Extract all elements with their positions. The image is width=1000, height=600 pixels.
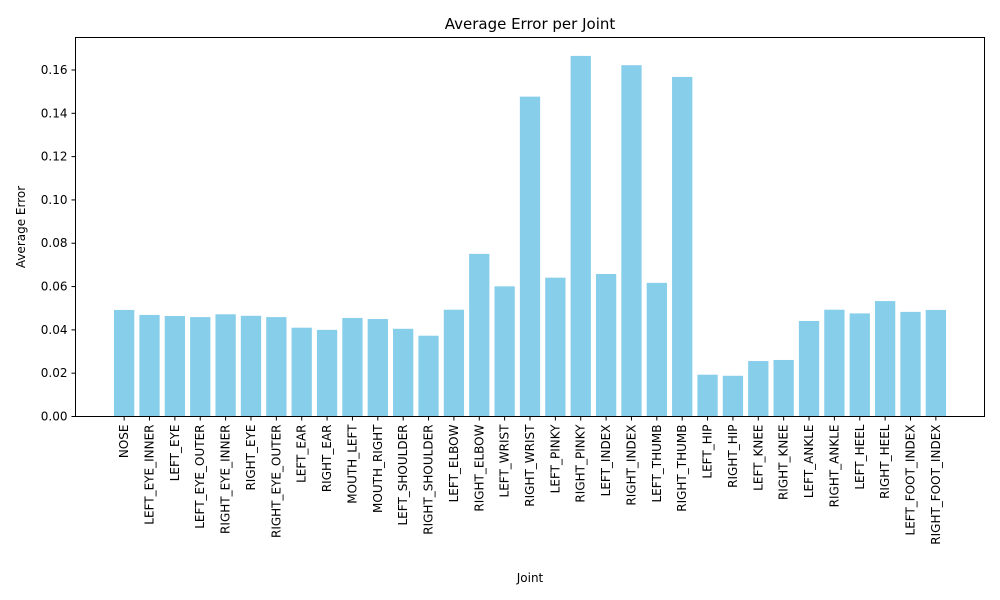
x-tick-label: LEFT_INDEX bbox=[599, 425, 613, 497]
x-tick-label: LEFT_FOOT_INDEX bbox=[903, 425, 917, 536]
x-tick-label: RIGHT_INDEX bbox=[624, 425, 638, 506]
y-tick-label: 0.14 bbox=[41, 106, 68, 120]
bar-right-elbow bbox=[469, 253, 490, 417]
bar-left-wrist bbox=[494, 286, 515, 417]
bar-left-ankle bbox=[798, 320, 820, 417]
x-tick-label: LEFT_EYE_OUTER bbox=[193, 425, 207, 529]
x-tick-label: RIGHT_EYE_OUTER bbox=[269, 425, 283, 539]
bar-left-knee bbox=[748, 361, 769, 417]
x-tick-label: RIGHT_PINKY bbox=[574, 424, 588, 503]
y-tick-label: 0.04 bbox=[41, 323, 68, 337]
x-tick-label: RIGHT_HEEL bbox=[878, 424, 892, 499]
bar-left-thumb bbox=[646, 282, 667, 417]
bar-left-elbow bbox=[443, 309, 465, 417]
y-axis: 0.00 0.02 0.04 0.06 0.08 0.10 0.12 0.14 0.16 bbox=[41, 63, 76, 424]
x-tick-label: RIGHT_KNEE bbox=[777, 425, 791, 501]
bar-left-pinky bbox=[545, 277, 566, 417]
x-tick-label: LEFT_WRIST bbox=[498, 424, 512, 498]
x-tick-label: LEFT_PINKY bbox=[548, 424, 562, 493]
x-tick-label: LEFT_EAR bbox=[295, 425, 309, 483]
x-tick-label: LEFT_THUMB bbox=[650, 425, 664, 503]
x-tick-label: LEFT_ELBOW bbox=[447, 424, 461, 502]
bar-left-hip bbox=[697, 374, 718, 417]
x-tick-label: RIGHT_EYE bbox=[244, 425, 258, 491]
bar-right-thumb bbox=[672, 76, 693, 417]
bar-right-index bbox=[621, 65, 642, 417]
plot-frame bbox=[75, 37, 985, 417]
bar-right-shoulder bbox=[418, 335, 439, 417]
y-tick-label: 0.12 bbox=[41, 150, 68, 164]
bar-left-eye-outer bbox=[190, 317, 211, 417]
bars-group bbox=[114, 55, 946, 417]
y-tick-label: 0.00 bbox=[41, 410, 68, 424]
bar-right-hip bbox=[722, 375, 744, 417]
bar-right-eye bbox=[240, 315, 262, 417]
x-tick-label: RIGHT_SHOULDER bbox=[422, 425, 436, 535]
x-axis-label: Joint bbox=[516, 571, 544, 585]
bar-right-pinky bbox=[570, 55, 591, 417]
chart-title: Average Error per Joint bbox=[445, 15, 616, 33]
bar-right-ankle bbox=[824, 309, 845, 417]
x-tick-label: RIGHT_EYE_INNER bbox=[219, 425, 233, 534]
x-tick-label: RIGHT_WRIST bbox=[523, 424, 537, 507]
x-tick-label: LEFT_SHOULDER bbox=[396, 425, 410, 526]
bar-mouth-left bbox=[342, 317, 363, 417]
y-axis-label: Average Error bbox=[14, 186, 28, 268]
bar-left-shoulder bbox=[393, 328, 414, 417]
bar-left-ear bbox=[291, 327, 312, 417]
x-tick-label: LEFT_EYE_INNER bbox=[143, 425, 157, 525]
bar-right-wrist bbox=[519, 96, 541, 417]
bar-left-eye bbox=[164, 316, 186, 417]
bar-right-eye-inner bbox=[215, 314, 236, 417]
x-axis: NOSE LEFT_EYE_INNER LEFT_EYE LEFT_EYE_OUTER… bbox=[117, 416, 943, 545]
bar-left-foot-index bbox=[900, 311, 921, 417]
x-tick-label: LEFT_EYE bbox=[168, 425, 182, 482]
y-tick-label: 0.02 bbox=[41, 366, 68, 380]
x-tick-label: RIGHT_ELBOW bbox=[472, 424, 486, 511]
x-tick-label: RIGHT_HIP bbox=[726, 425, 740, 488]
bar-right-foot-index bbox=[925, 309, 946, 417]
bar-mouth-right bbox=[367, 319, 388, 417]
x-tick-label: RIGHT_EAR bbox=[320, 425, 334, 493]
bar-right-eye-outer bbox=[266, 317, 287, 417]
x-tick-label: RIGHT_FOOT_INDEX bbox=[929, 425, 943, 545]
x-tick-label: LEFT_ANKLE bbox=[802, 425, 816, 499]
x-tick-label: MOUTH_RIGHT bbox=[371, 424, 385, 513]
bar-nose bbox=[114, 309, 135, 417]
bar-left-index bbox=[595, 273, 617, 417]
bar-left-heel bbox=[849, 313, 870, 417]
bar-right-ear bbox=[316, 329, 338, 417]
y-tick-label: 0.06 bbox=[41, 280, 68, 294]
x-tick-label: RIGHT_ANKLE bbox=[827, 425, 841, 508]
y-tick-label: 0.16 bbox=[41, 63, 68, 77]
bar-right-heel bbox=[874, 301, 896, 417]
x-tick-label: RIGHT_THUMB bbox=[675, 425, 689, 512]
x-tick-label: NOSE bbox=[117, 425, 131, 459]
y-tick-label: 0.08 bbox=[41, 236, 68, 250]
x-tick-label: LEFT_HIP bbox=[701, 425, 715, 479]
y-tick-label: 0.10 bbox=[41, 193, 68, 207]
x-tick-label: LEFT_HEEL bbox=[853, 424, 867, 489]
bar-right-knee bbox=[773, 359, 794, 417]
x-tick-label: LEFT_KNEE bbox=[751, 425, 765, 491]
x-tick-label: MOUTH_LEFT bbox=[345, 424, 359, 504]
bar-left-eye-inner bbox=[139, 314, 160, 417]
